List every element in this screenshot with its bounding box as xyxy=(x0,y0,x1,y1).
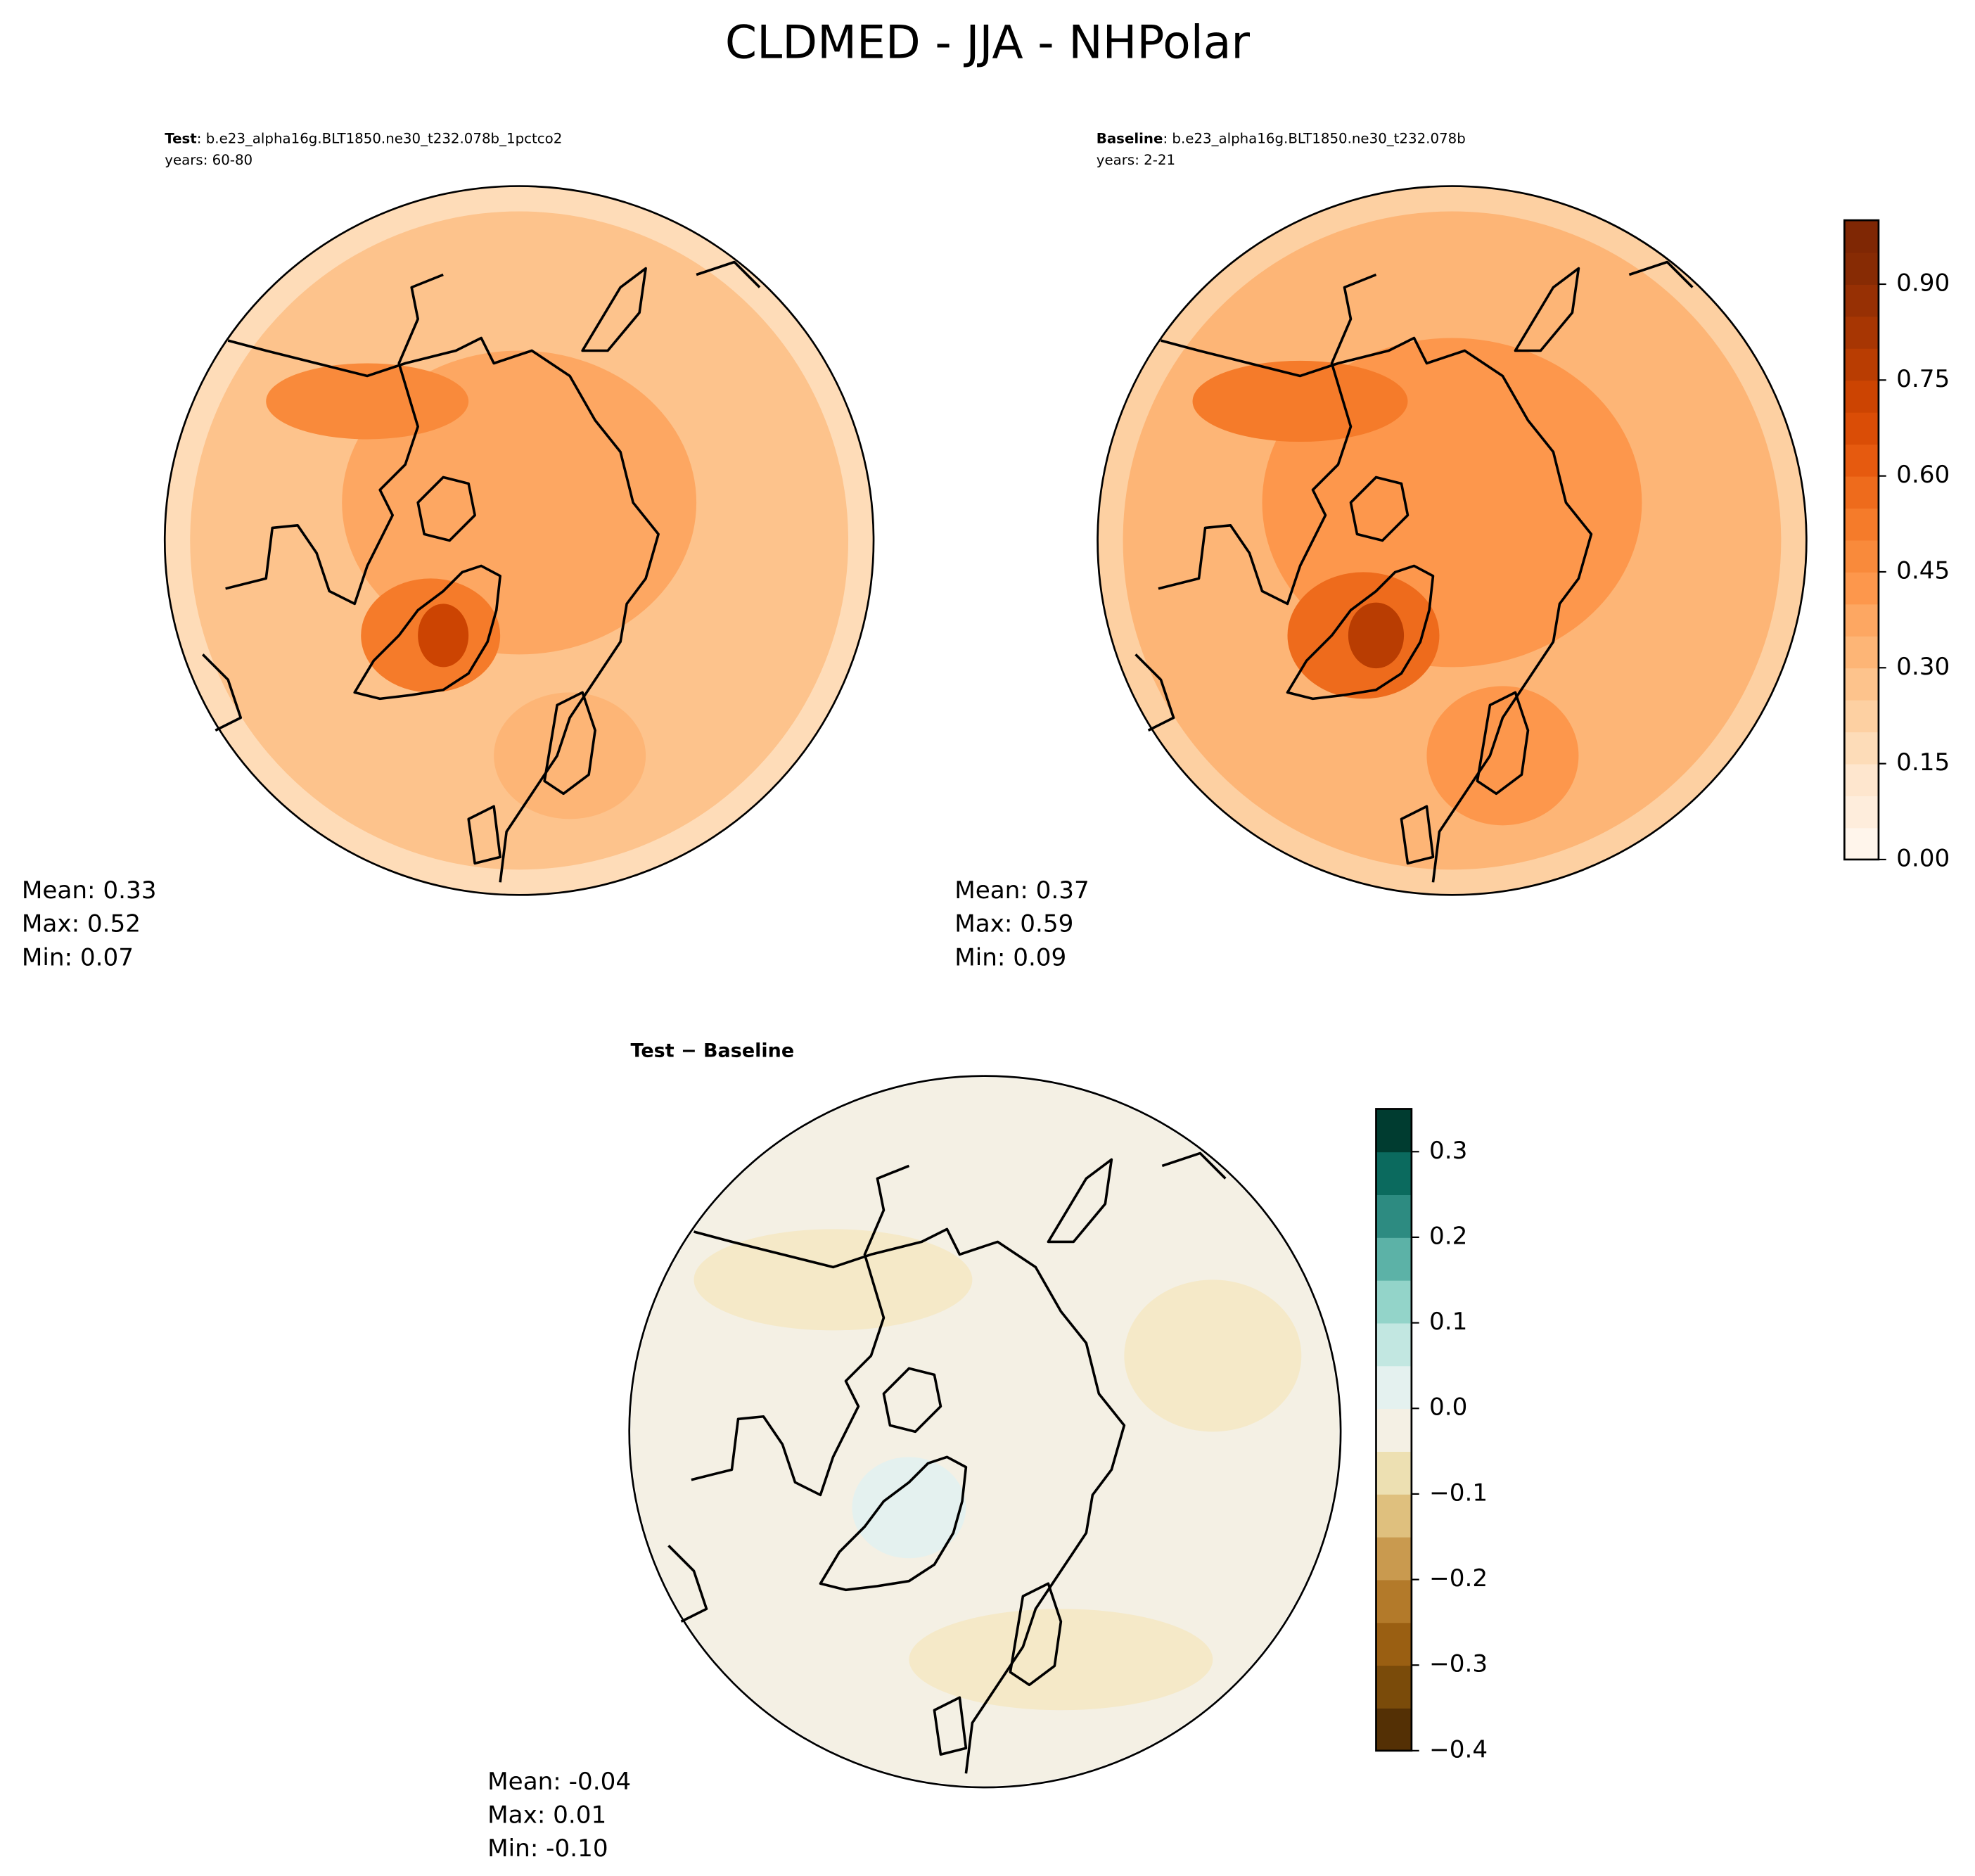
stat-value: 0.33 xyxy=(103,876,156,904)
stat: Mean: -0.04 xyxy=(487,1767,631,1795)
colorbar-bin xyxy=(1376,1493,1412,1538)
colorbar-bin xyxy=(1844,604,1879,637)
stat-label: Max: xyxy=(954,910,1012,938)
stat-value: 0.37 xyxy=(1036,876,1089,904)
colorbar-tick-label: −0.1 xyxy=(1429,1479,1488,1507)
colorbar-bin xyxy=(1844,220,1879,253)
stat-label: Mean: xyxy=(487,1767,561,1795)
stat: Min: -0.10 xyxy=(487,1834,608,1863)
colorbar-bin xyxy=(1844,540,1879,573)
colorbar-bin xyxy=(1376,1579,1412,1623)
colorbar-bin xyxy=(1376,1109,1412,1153)
colorbar-bin xyxy=(1844,796,1879,829)
colorbar-bin xyxy=(1844,444,1879,477)
colorbar-bin xyxy=(1376,1408,1412,1452)
colorbar-bin xyxy=(1376,1322,1412,1367)
colorbar-tick-label: 0.2 xyxy=(1429,1222,1467,1250)
panel-years: years: 60-80 xyxy=(165,152,253,168)
stat-label: Mean: xyxy=(22,876,96,904)
stat: Max: 0.01 xyxy=(487,1801,606,1829)
stat-value: 0.07 xyxy=(80,943,134,971)
colorbar-bin xyxy=(1376,1622,1412,1666)
panel-label: Baseline xyxy=(1097,130,1163,146)
stat-value: -0.04 xyxy=(569,1767,631,1795)
colorbar-tick-label: 0.15 xyxy=(1896,748,1950,777)
colorbar-bin xyxy=(1844,316,1879,349)
stat-value: 0.09 xyxy=(1013,943,1066,971)
colorbar-bin xyxy=(1844,635,1879,669)
stat-label: Min: xyxy=(22,943,72,971)
colorbar-bin xyxy=(1844,571,1879,605)
stat-value: -0.10 xyxy=(546,1834,608,1863)
stat-value: 0.01 xyxy=(553,1801,606,1829)
stat: Mean: 0.33 xyxy=(22,876,157,904)
colorbar-tick-label: 0.3 xyxy=(1429,1137,1467,1165)
panel-label: Test xyxy=(165,130,197,146)
colorbar-bin xyxy=(1376,1151,1412,1195)
colorbar-bin xyxy=(1376,1237,1412,1281)
colorbar-bin xyxy=(1376,1708,1412,1751)
stat: Max: 0.52 xyxy=(22,910,141,938)
colorbar-bin xyxy=(1376,1451,1412,1495)
stat: Min: 0.09 xyxy=(954,943,1066,971)
colorbar-bin xyxy=(1844,252,1879,285)
colorbar-tick-label: 0.90 xyxy=(1896,269,1950,298)
colorbar-bin xyxy=(1844,763,1879,796)
colorbar-bin xyxy=(1844,380,1879,413)
stat-label: Min: xyxy=(487,1834,538,1863)
panel-years: years: 2-21 xyxy=(1097,152,1175,168)
colorbar-bin xyxy=(1844,699,1879,733)
colorbar-bin xyxy=(1844,347,1879,381)
colorbar-bin xyxy=(1376,1536,1412,1581)
map xyxy=(628,1075,1342,1789)
stat-label: Min: xyxy=(954,943,1005,971)
colorbar-bin xyxy=(1376,1665,1412,1709)
colorbar-tick-label: 0.00 xyxy=(1896,844,1950,872)
colorbar-bin xyxy=(1844,476,1879,509)
colorbar-tick-label: −0.4 xyxy=(1429,1735,1488,1763)
stat-label: Max: xyxy=(487,1801,545,1829)
colorbar-bin xyxy=(1844,732,1879,765)
stat: Max: 0.59 xyxy=(954,910,1073,938)
map xyxy=(163,185,875,896)
colorbar-frame xyxy=(1375,1108,1413,1752)
colorbar-bin xyxy=(1376,1194,1412,1238)
colorbar-tick-label: 0.1 xyxy=(1429,1308,1467,1336)
colorbar-tick-label: −0.2 xyxy=(1429,1564,1488,1593)
panel-case: : b.e23_alpha16g.BLT1850.ne30_t232.078b xyxy=(1163,130,1465,146)
colorbar-tick-label: 0.0 xyxy=(1429,1393,1467,1422)
panel-case: : b.e23_alpha16g.BLT1850.ne30_t232.078b_… xyxy=(197,130,563,146)
map xyxy=(1097,185,1808,896)
colorbar-bin xyxy=(1844,411,1879,445)
colorbar-bin xyxy=(1844,827,1879,860)
colorbar-tick-label: 0.60 xyxy=(1896,461,1950,489)
colorbar-bin xyxy=(1844,508,1879,541)
panel-header: Test: b.e23_alpha16g.BLT1850.ne30_t232.0… xyxy=(165,130,562,146)
colorbar-bin xyxy=(1376,1280,1412,1324)
colorbar-tick-label: 0.45 xyxy=(1896,556,1950,585)
colorbar-tick-label: −0.3 xyxy=(1429,1650,1488,1678)
stat-label: Mean: xyxy=(954,876,1028,904)
colorbar-tick-label: 0.30 xyxy=(1896,653,1950,681)
panel-header: Baseline: b.e23_alpha16g.BLT1850.ne30_t2… xyxy=(1097,130,1466,146)
stat: Min: 0.07 xyxy=(22,943,134,971)
colorbar-bin xyxy=(1376,1365,1412,1410)
stat-value: 0.52 xyxy=(87,910,141,938)
stat: Mean: 0.37 xyxy=(954,876,1089,904)
colorbar-tick-label: 0.75 xyxy=(1896,365,1950,393)
colorbar-bin xyxy=(1844,284,1879,317)
colorbar-bin xyxy=(1844,668,1879,701)
stat-value: 0.59 xyxy=(1020,910,1073,938)
stat-label: Max: xyxy=(22,910,79,938)
colorbar-frame xyxy=(1843,219,1880,861)
panel-label: Test − Baseline xyxy=(631,1040,795,1062)
figure-title: CLDMED - JJA - NHPolar xyxy=(725,16,1251,69)
